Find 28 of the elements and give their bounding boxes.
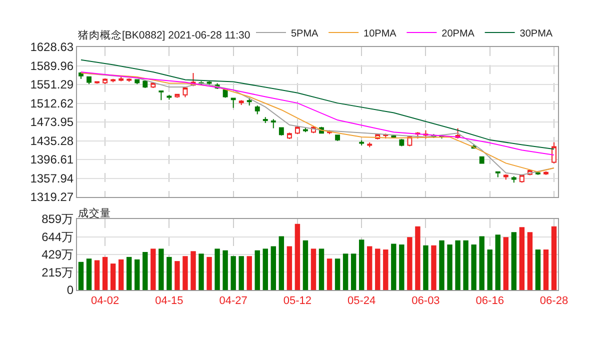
x-tick-label: 06-16 — [476, 295, 504, 308]
y-tick-label: 1512.62 — [30, 96, 74, 110]
y-tick-label: 859万 — [42, 212, 74, 226]
x-tick-label: 04-02 — [90, 295, 120, 308]
y-tick-label: 1473.95 — [30, 115, 74, 130]
y-tick-label: 1589.96 — [30, 58, 74, 73]
y-tick-label: 215万 — [42, 265, 74, 280]
x-tick-label: 04-27 — [219, 295, 248, 308]
x-tick-label: 04-15 — [155, 295, 184, 308]
y-tick-label: 1551.29 — [30, 78, 74, 92]
y-tick-label: 1396.61 — [30, 152, 74, 167]
y-tick-label: 1628.63 — [30, 40, 74, 54]
chart-title: 成交量 — [78, 206, 111, 220]
legend-label: 30PMA — [520, 28, 553, 40]
y-tick-label: 644万 — [42, 230, 74, 244]
y-tick-label: 429万 — [42, 248, 74, 262]
x-tick-label: 05-24 — [348, 295, 376, 308]
y-tick-label: 1435.28 — [30, 134, 74, 148]
y-tick-label: 0 — [66, 283, 74, 298]
x-tick-label: 06-03 — [412, 295, 440, 308]
y-tick-label: 1319.27 — [30, 190, 74, 204]
y-tick-label: 1357.94 — [30, 171, 74, 186]
legend-label: 5PMA — [291, 28, 319, 40]
chart-title: 猪肉概念[BK0882] 2021-06-28 11:30 — [78, 28, 250, 42]
legend-label: 20PMA — [442, 28, 475, 40]
legend-label: 10PMA — [364, 28, 397, 40]
x-tick-label: 06-28 — [540, 295, 568, 308]
x-tick-label: 05-12 — [283, 295, 312, 308]
